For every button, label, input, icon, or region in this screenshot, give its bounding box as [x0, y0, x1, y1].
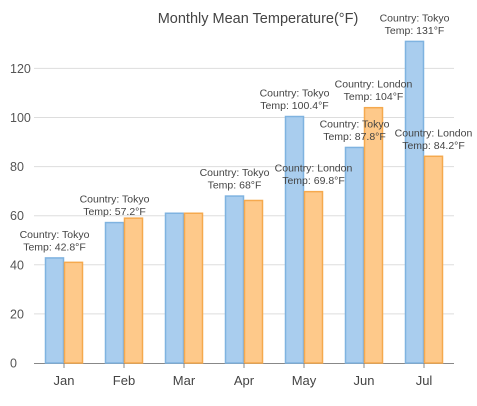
bar-london-feb	[123, 217, 144, 364]
bar-london-may	[303, 190, 324, 364]
data-label-tokyo-may: Country: Tokyo Temp: 100.4°F	[260, 88, 330, 113]
y-tick-label: 20	[10, 307, 24, 321]
y-tick-label: 120	[10, 62, 31, 76]
y-tick-label: 40	[10, 258, 24, 272]
data-label-tokyo-jun: Country: Tokyo Temp: 87.8°F	[320, 118, 390, 142]
data-label-temp: Temp: 57.2°F	[83, 206, 146, 218]
data-label-country: Country: London	[335, 79, 413, 91]
data-label-temp: Temp: 104°F	[344, 91, 404, 103]
data-label-temp: Temp: 69.8°F	[282, 175, 345, 187]
bar-london-apr	[243, 199, 264, 364]
data-label-country: Country: Tokyo	[380, 12, 450, 24]
data-label-tokyo-jan: Country: Tokyo Temp: 42.8°F	[20, 229, 90, 254]
data-label-country: Country: Tokyo	[200, 167, 270, 179]
data-label-tokyo-jul: Country: Tokyo Temp: 131°F	[380, 12, 450, 37]
data-label-country: Country: Tokyo	[320, 118, 390, 130]
bar-london-jun	[363, 106, 384, 364]
bar-london-mar	[183, 212, 204, 364]
data-label-tokyo-apr: Country: Tokyo Temp: 68°F	[200, 167, 270, 192]
bars	[44, 40, 444, 364]
data-label-temp: Temp: 84.2°F	[402, 140, 465, 152]
data-label-temp: Temp: 42.8°F	[23, 241, 86, 253]
data-label-country: Country: London	[395, 127, 473, 139]
data-label-country: Country: London	[275, 163, 353, 175]
bar-tokyo-feb	[104, 221, 125, 364]
data-label-temp: Temp: 100.4°F	[260, 100, 328, 112]
y-tick-label: 80	[10, 160, 24, 174]
bar-tokyo-mar	[164, 212, 185, 364]
bar-tokyo-apr	[224, 195, 245, 364]
y-tick-label: 100	[10, 111, 31, 125]
data-label-london-jul: Country: London Temp: 84.2°F	[395, 127, 473, 152]
data-label-temp: Temp: 87.8°F	[323, 131, 386, 143]
y-tick-label: 0	[10, 357, 17, 371]
chart-title: Monthly Mean Temperature(°F)	[158, 11, 359, 27]
x-axis-ticks: Jan Feb Mar Apr May Jun Jul	[54, 363, 433, 388]
y-tick-label: 60	[10, 209, 24, 223]
data-label-tokyo-feb: Country: Tokyo Temp: 57.2°F	[80, 194, 150, 219]
bar-tokyo-jul	[404, 40, 425, 364]
data-label-temp: Temp: 131°F	[385, 25, 445, 37]
bar-tokyo-jun	[344, 146, 365, 364]
data-label-country: Country: Tokyo	[20, 229, 90, 241]
data-label-london-jun: Country: London Temp: 104°F	[335, 79, 413, 104]
data-label-london-may: Country: London Temp: 69.8°F	[275, 163, 353, 188]
y-axis-ticks: 0 20 40 60 80 100 120	[10, 62, 31, 371]
x-tick-label: Jul	[416, 373, 433, 388]
bar-london-jan	[63, 261, 84, 364]
x-tick-label: Feb	[113, 373, 135, 388]
data-label-country: Country: Tokyo	[80, 194, 150, 206]
bar-london-jul	[423, 155, 444, 364]
x-tick-label: Jan	[54, 373, 75, 388]
x-tick-label: Apr	[234, 373, 255, 388]
x-tick-label: Mar	[173, 373, 196, 388]
x-tick-label: Jun	[354, 373, 375, 388]
bar-tokyo-may	[284, 115, 305, 364]
data-label-temp: Temp: 68°F	[208, 180, 262, 192]
data-label-country: Country: Tokyo	[260, 88, 330, 100]
x-tick-label: May	[292, 373, 317, 388]
bar-tokyo-jan	[44, 257, 65, 364]
